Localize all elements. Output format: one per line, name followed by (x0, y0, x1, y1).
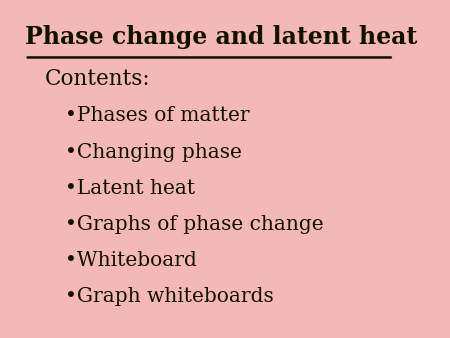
Text: •Whiteboard: •Whiteboard (65, 251, 197, 270)
Text: •Latent heat: •Latent heat (65, 179, 195, 198)
Text: •Graphs of phase change: •Graphs of phase change (65, 215, 324, 234)
Text: •Phases of matter: •Phases of matter (65, 106, 250, 125)
Text: •Graph whiteboards: •Graph whiteboards (65, 287, 274, 306)
Text: •Changing phase: •Changing phase (65, 143, 242, 162)
Text: Phase change and latent heat: Phase change and latent heat (25, 25, 417, 49)
Text: Contents:: Contents: (45, 68, 151, 90)
